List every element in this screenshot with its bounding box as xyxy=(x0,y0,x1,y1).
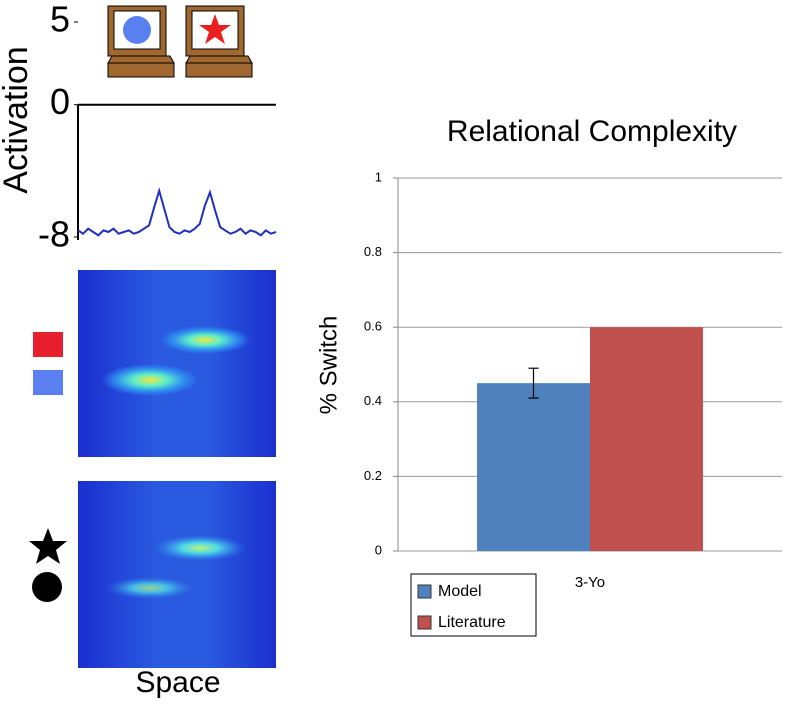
legend-swatch xyxy=(417,584,432,599)
y-axis-label: % Switch xyxy=(315,316,342,415)
y-tick-label: 0.6 xyxy=(364,319,382,334)
x-tick-label: 3-Yo xyxy=(575,574,605,591)
y-tick-label: 1 xyxy=(375,169,382,184)
bar xyxy=(477,383,590,551)
chart-title: Relational Complexity xyxy=(447,115,737,148)
red-feature xyxy=(33,332,63,357)
computer-icon xyxy=(107,5,175,78)
heatmap xyxy=(78,481,276,668)
y-tick-label: -8 xyxy=(38,214,70,255)
legend-swatch xyxy=(417,615,432,630)
legend-label: Model xyxy=(438,583,482,600)
legend-label: Literature xyxy=(438,614,506,631)
circle-feature xyxy=(32,572,62,602)
star-feature xyxy=(29,528,67,564)
activation-line xyxy=(77,187,277,237)
bar xyxy=(590,327,703,551)
heatmap xyxy=(78,270,276,457)
y-tick-label: 0.8 xyxy=(364,244,382,259)
y-axis-label: Activation xyxy=(0,46,35,193)
y-tick-label: 5 xyxy=(50,0,70,40)
y-tick-label: 0.2 xyxy=(364,468,382,483)
y-tick-label: 0 xyxy=(375,542,382,557)
y-tick-label: 0 xyxy=(50,81,70,122)
y-tick-label: 0.4 xyxy=(364,393,382,408)
blue-feature xyxy=(33,370,63,395)
computer-icon xyxy=(185,5,253,78)
legend-box xyxy=(410,573,537,637)
x-axis-label: Space xyxy=(135,666,220,699)
error-bar xyxy=(528,367,539,399)
